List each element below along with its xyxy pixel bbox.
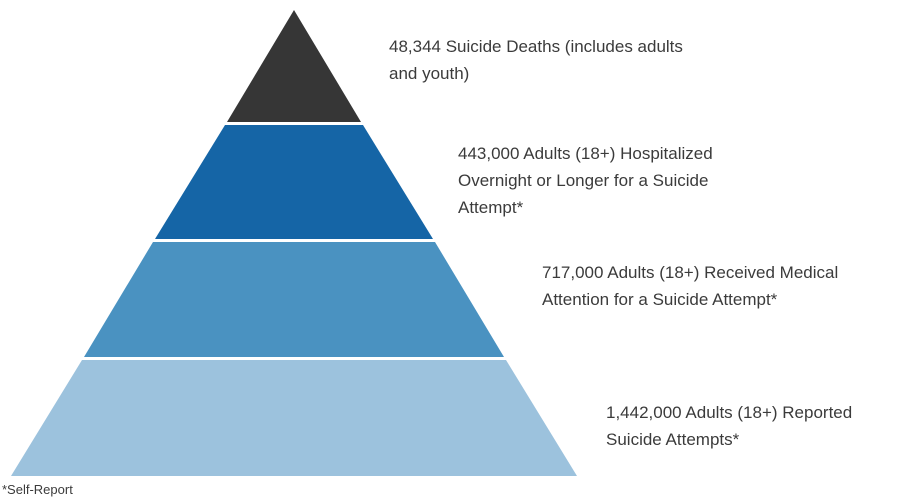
pyramid-tier-third: [84, 242, 504, 357]
tier-label-suicide-deaths: 48,344 Suicide Deaths (includes adults a…: [389, 33, 683, 87]
label-line: Overnight or Longer for a Suicide: [458, 171, 709, 190]
label-line: Attention for a Suicide Attempt*: [542, 290, 778, 309]
pyramid-tier-base: [11, 360, 577, 476]
label-line: 1,442,000 Adults (18+) Reported: [606, 403, 853, 422]
tier-label-hospitalized: 443,000 Adults (18+) Hospitalized Overni…: [458, 140, 713, 221]
label-line: 48,344 Suicide Deaths (includes adults: [389, 37, 683, 56]
label-line: Attempt*: [458, 198, 524, 217]
tier-label-reported-attempts: 1,442,000 Adults (18+) Reported Suicide …: [606, 399, 852, 453]
footnote: *Self-Report: [2, 482, 73, 497]
label-line: and youth): [389, 64, 470, 83]
label-line: 443,000 Adults (18+) Hospitalized: [458, 144, 713, 163]
tier-label-medical-attention: 717,000 Adults (18+) Received Medical At…: [542, 259, 838, 313]
pyramid-tier-second: [155, 125, 433, 239]
pyramid-tier-top: [227, 10, 361, 122]
label-line: Suicide Attempts*: [606, 430, 740, 449]
label-line: 717,000 Adults (18+) Received Medical: [542, 263, 839, 282]
